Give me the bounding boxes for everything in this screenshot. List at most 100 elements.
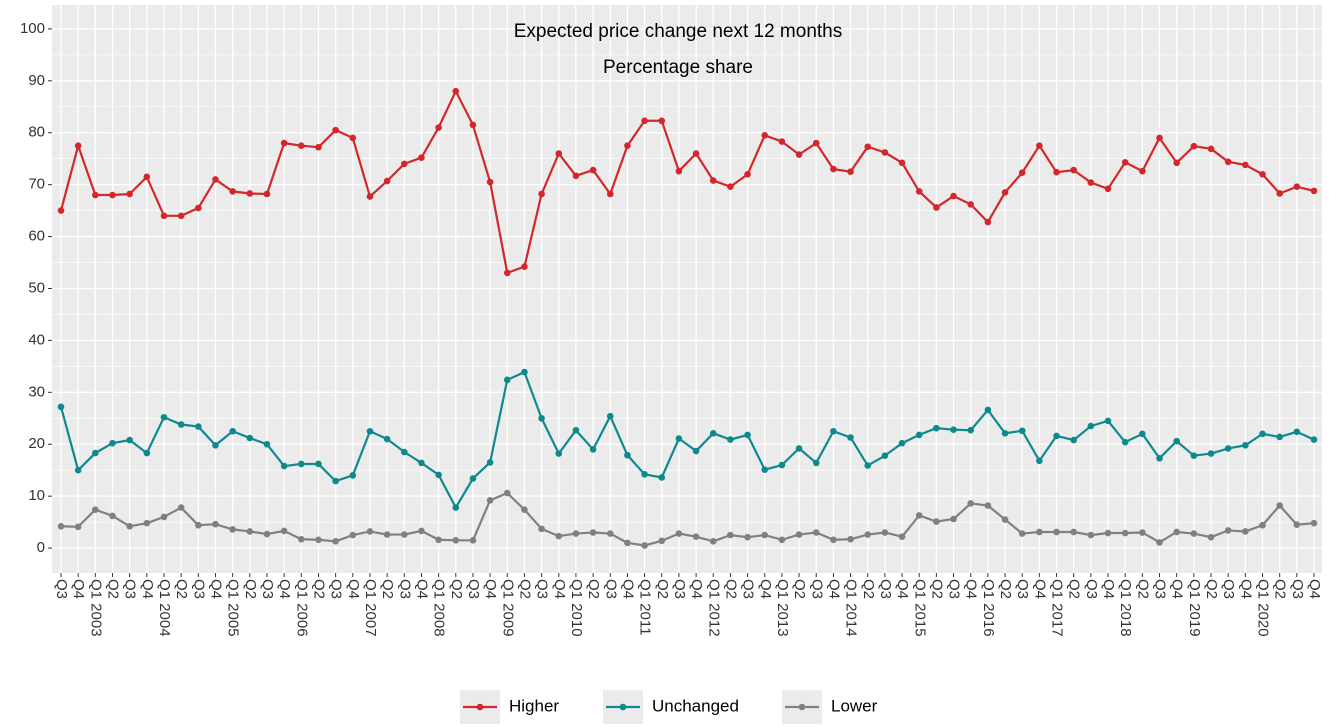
data-point <box>1207 145 1215 153</box>
x-tick-label: Q2 <box>173 579 190 599</box>
data-point <box>881 529 889 536</box>
data-point <box>332 477 339 485</box>
data-point <box>864 143 872 151</box>
data-point <box>452 536 460 544</box>
data-point <box>1139 430 1146 438</box>
data-point <box>709 538 717 545</box>
data-point <box>589 529 597 536</box>
data-point <box>950 192 957 200</box>
data-point <box>1224 158 1232 166</box>
data-point <box>950 426 957 434</box>
x-tick-label: Q2 <box>516 579 533 599</box>
data-point <box>280 139 288 147</box>
data-point <box>1173 528 1180 536</box>
y-tick-label: 20 <box>28 435 45 452</box>
x-tick-label: Q3 <box>671 579 688 599</box>
data-point <box>126 522 133 530</box>
x-tick-label: Q1 2011 <box>637 579 654 635</box>
data-point <box>400 160 408 168</box>
data-point <box>1018 427 1026 435</box>
data-point <box>315 536 322 544</box>
data-point <box>1070 528 1077 536</box>
y-tick-label: 40 <box>28 331 45 348</box>
data-point <box>864 462 872 469</box>
x-tick-label: Q1 2012 <box>705 579 722 637</box>
data-point <box>315 143 322 151</box>
data-point <box>606 412 614 420</box>
data-point <box>624 539 631 547</box>
data-point <box>298 535 305 543</box>
y-tick-label: 30 <box>28 383 45 400</box>
data-point <box>1087 179 1095 186</box>
data-point <box>349 472 357 479</box>
data-point <box>1104 417 1112 425</box>
data-point <box>177 504 185 511</box>
data-point <box>555 450 563 457</box>
data-point <box>177 212 185 220</box>
data-point <box>126 436 133 444</box>
data-point <box>881 452 889 459</box>
data-point <box>709 177 717 184</box>
data-point <box>469 536 477 544</box>
data-point <box>572 530 580 537</box>
data-point <box>400 448 408 456</box>
data-point <box>229 526 236 533</box>
x-tick-label: Q4 <box>70 579 87 599</box>
data-point <box>915 512 923 519</box>
x-tick-label: Q1 2007 <box>362 579 379 637</box>
data-point <box>229 427 236 435</box>
data-point <box>1053 528 1060 536</box>
data-point <box>74 142 82 150</box>
data-point <box>280 527 288 535</box>
data-point <box>830 165 837 173</box>
data-point <box>246 434 254 442</box>
x-tick-label: Q3 <box>534 579 551 599</box>
y-tick-label: 80 <box>28 124 45 141</box>
x-tick-label: Q4 <box>1237 579 1254 599</box>
data-point <box>538 190 545 198</box>
x-tick-label: Q4 <box>825 579 842 599</box>
x-tick-label: Q2 <box>654 579 671 599</box>
data-point <box>967 201 975 208</box>
data-point <box>1259 521 1266 529</box>
data-point <box>452 87 460 95</box>
x-tick-label: Q2 <box>860 579 877 599</box>
data-point <box>126 190 133 198</box>
x-tick-label: Q2 <box>1066 579 1083 599</box>
data-point <box>263 190 271 198</box>
x-tick-label: Q3 <box>877 579 894 599</box>
x-tick-label: Q4 <box>551 579 568 599</box>
data-point <box>92 506 99 513</box>
data-point <box>1070 166 1077 174</box>
data-point <box>298 460 305 468</box>
data-point <box>160 513 168 521</box>
data-point <box>538 525 545 533</box>
x-tick-label: Q2 <box>310 579 327 599</box>
data-point <box>538 414 545 422</box>
data-point <box>1242 441 1249 449</box>
data-point <box>658 117 666 125</box>
data-point <box>589 446 597 453</box>
data-point <box>1139 529 1146 536</box>
data-point <box>847 168 854 175</box>
data-point <box>1224 445 1232 452</box>
x-tick-label: Q4 <box>963 579 980 599</box>
data-point <box>761 132 769 139</box>
data-point <box>263 530 271 538</box>
x-tick-label: Q4 <box>1031 579 1048 599</box>
data-point <box>864 531 872 538</box>
x-tick-label: Q4 <box>345 579 362 599</box>
data-point <box>435 124 442 131</box>
data-point <box>1121 529 1129 537</box>
data-point <box>1087 531 1095 539</box>
data-point <box>1173 437 1180 445</box>
data-point <box>400 531 408 538</box>
data-point <box>709 430 717 437</box>
data-point <box>830 427 837 435</box>
x-tick-label: Q3 <box>122 579 139 599</box>
x-tick-label: Q4 <box>1169 579 1186 599</box>
data-point <box>1104 529 1112 537</box>
data-point <box>555 150 563 157</box>
data-point <box>469 475 477 482</box>
data-point <box>486 497 494 504</box>
